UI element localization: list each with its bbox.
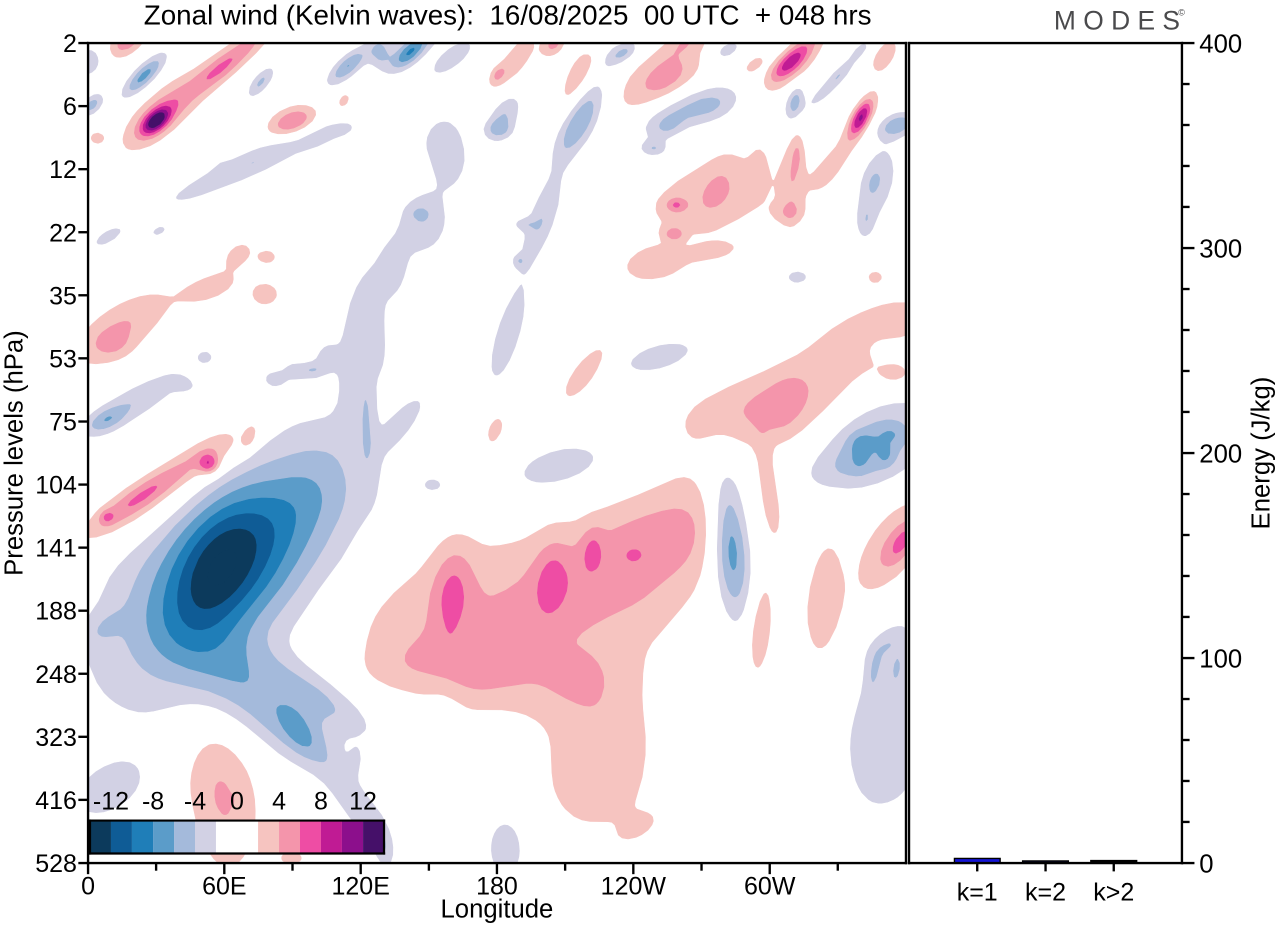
svg-text:53: 53 (49, 346, 77, 374)
svg-text:0: 0 (1199, 850, 1213, 878)
svg-text:©: © (1178, 7, 1185, 17)
svg-text:Pressure levels (hPa): Pressure levels (hPa) (1, 330, 29, 576)
svg-text:k>2: k>2 (1093, 879, 1134, 907)
svg-text:75: 75 (49, 409, 77, 437)
svg-text:200: 200 (1199, 440, 1242, 468)
svg-text:400: 400 (1199, 30, 1242, 58)
svg-text:0: 0 (81, 872, 95, 900)
svg-text:8: 8 (314, 787, 328, 815)
svg-text:60E: 60E (202, 872, 246, 900)
svg-text:100: 100 (1199, 645, 1242, 673)
svg-text:528: 528 (35, 850, 77, 878)
svg-text:4: 4 (272, 787, 286, 815)
svg-text:-8: -8 (142, 787, 164, 815)
svg-text:248: 248 (35, 661, 77, 689)
svg-text:Longitude: Longitude (441, 896, 554, 924)
svg-text:22: 22 (49, 219, 77, 247)
svg-text:300: 300 (1199, 235, 1242, 263)
svg-text:k=2: k=2 (1025, 879, 1066, 907)
svg-text:6: 6 (63, 93, 77, 121)
svg-text:-12: -12 (93, 787, 129, 815)
svg-text:Zonal wind (Kelvin waves): 16: Zonal wind (Kelvin waves): 16/08/2025 00… (144, 0, 872, 30)
svg-text:-4: -4 (184, 787, 206, 815)
svg-text:323: 323 (35, 724, 77, 752)
svg-text:k=1: k=1 (957, 879, 998, 907)
svg-text:M O D E S: M O D E S (1054, 5, 1180, 35)
svg-text:120E: 120E (331, 872, 389, 900)
svg-text:188: 188 (35, 598, 77, 626)
svg-text:104: 104 (35, 472, 77, 500)
svg-text:35: 35 (49, 282, 77, 310)
svg-text:141: 141 (35, 535, 77, 563)
svg-text:12: 12 (49, 156, 77, 184)
svg-text:180: 180 (476, 872, 518, 900)
svg-text:416: 416 (35, 787, 77, 815)
svg-text:12: 12 (349, 787, 377, 815)
svg-text:Energy (J/kg): Energy (J/kg) (1248, 377, 1276, 530)
svg-text:0: 0 (230, 787, 244, 815)
svg-text:120W: 120W (601, 872, 667, 900)
svg-text:60W: 60W (744, 872, 796, 900)
svg-text:2: 2 (63, 30, 77, 58)
